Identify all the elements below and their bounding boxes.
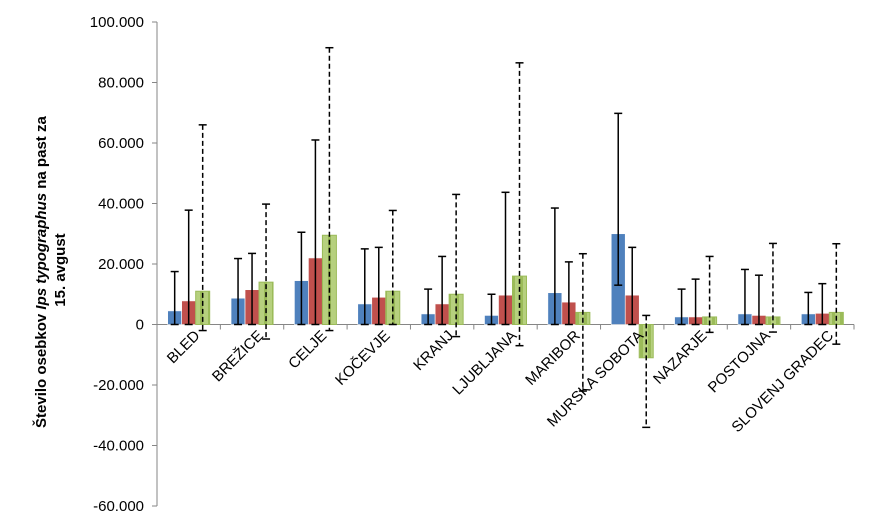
y-tick-label: 40.000 <box>98 196 144 213</box>
category-label: MARIBOR <box>522 327 584 389</box>
category-label: BLED <box>164 327 204 367</box>
y-tick-label: -20.000 <box>93 377 144 394</box>
y-tick-label: 100.000 <box>90 14 144 31</box>
y-tick-label: 60.000 <box>98 135 144 152</box>
y-tick-label: 0 <box>136 317 144 334</box>
y-tick-label: -40.000 <box>93 438 144 455</box>
category-label: KOČEVJE <box>332 327 394 389</box>
y-axis-label-line-2: 15. avgust <box>52 233 69 306</box>
category-label: BREŽICE <box>209 327 267 385</box>
category-label: LJUBLJANA <box>449 327 520 398</box>
bar <box>195 290 211 326</box>
bar <box>512 275 527 326</box>
y-tick-label: -60.000 <box>93 498 144 515</box>
error-bars <box>170 46 841 429</box>
y-axis-label-species: Ips typographus <box>33 193 50 310</box>
y-axis-label: Število osebkov Ips typographus na past … <box>32 112 69 428</box>
y-axis-label-prefix: Število osebkov <box>32 310 50 428</box>
axes: -60.000 -40.000 -20.000 0 20.000 40.000 60.000… <box>90 14 855 515</box>
category-label: CELJE <box>285 327 330 372</box>
category-label: KRANJ <box>410 327 457 374</box>
category-label: POSTOJNA <box>705 327 774 396</box>
y-axis-label-suffix: na past za <box>33 116 50 193</box>
category-label: NAZARJE <box>650 327 710 387</box>
y-tick-label: 80.000 <box>98 75 144 92</box>
y-axis-label-line-1: Število osebkov Ips typographus na past … <box>32 112 50 428</box>
y-tick-label: 20.000 <box>98 256 144 273</box>
